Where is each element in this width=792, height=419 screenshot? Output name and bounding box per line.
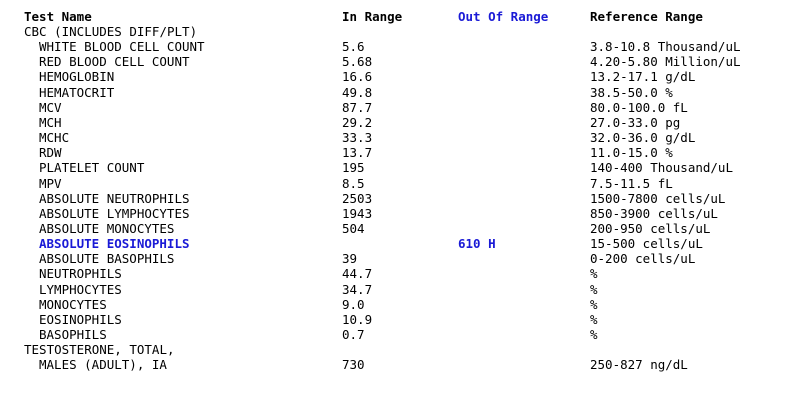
table-row: LYMPHOCYTES 34.7% xyxy=(0,282,792,297)
table-row: CBC (INCLUDES DIFF/PLT) xyxy=(0,24,792,39)
reference-range-value: 250-827 ng/dL xyxy=(590,357,688,373)
in-range-value: 10.9 xyxy=(342,311,373,327)
test-name: NEUTROPHILS xyxy=(39,266,122,282)
out-of-range-value: 610 H xyxy=(458,236,496,252)
test-name: ABSOLUTE BASOPHILS xyxy=(39,251,175,267)
in-range-value: 1943 xyxy=(342,205,373,221)
reference-range-value: 850-3900 cells/uL xyxy=(590,205,718,221)
reference-range-value: % xyxy=(590,296,598,312)
in-range-value: 16.6 xyxy=(342,69,373,85)
header-out-of-range: Out Of Range xyxy=(458,9,549,24)
test-name: MCV xyxy=(39,99,62,115)
table-row: RDW 13.7 11.0-15.0 % xyxy=(0,145,792,160)
test-name: CBC (INCLUDES DIFF/PLT) xyxy=(24,24,198,39)
test-name: HEMOGLOBIN xyxy=(39,69,115,85)
header-row: Test Name In Range Out Of Range Referenc… xyxy=(0,9,792,24)
test-name: MCH xyxy=(39,114,62,130)
header-test-name: Test Name xyxy=(24,9,92,24)
test-name: BASOPHILS xyxy=(39,327,107,342)
table-row: HEMATOCRIT 49.8 38.5-50.0 % xyxy=(0,85,792,100)
in-range-value: 8.5 xyxy=(342,175,365,191)
reference-range-value: % xyxy=(590,311,598,327)
reference-range-value: 140-400 Thousand/uL xyxy=(590,160,733,176)
in-range-value: 33.3 xyxy=(342,130,373,146)
reference-range-value: % xyxy=(590,327,598,342)
reference-range-value: 15-500 cells/uL xyxy=(590,236,703,252)
test-name: RDW xyxy=(39,145,62,161)
test-name: ABSOLUTE NEUTROPHILS xyxy=(39,190,190,206)
table-row: PLATELET COUNT 195 140-400 Thousand/uL xyxy=(0,160,792,175)
reference-range-value: 200-950 cells/uL xyxy=(590,220,711,236)
table-row: MCHC 33.3 32.0-36.0 g/dL xyxy=(0,130,792,145)
reference-range-value: 32.0-36.0 g/dL xyxy=(590,130,696,146)
in-range-value: 39 xyxy=(342,251,358,267)
test-name: PLATELET COUNT xyxy=(39,160,145,176)
test-name: ABSOLUTE LYMPHOCYTES xyxy=(39,205,190,221)
test-name: RED BLOOD CELL COUNT xyxy=(39,54,190,70)
in-range-value: 29.2 xyxy=(342,114,373,130)
table-row: MPV 8.5 7.5-11.5 fL xyxy=(0,176,792,191)
reference-range-value: 38.5-50.0 % xyxy=(590,84,673,100)
reference-range-value: 13.2-17.1 g/dL xyxy=(590,69,696,85)
in-range-value: 87.7 xyxy=(342,99,373,115)
test-name: HEMATOCRIT xyxy=(39,84,115,100)
reference-range-value: 80.0-100.0 fL xyxy=(590,99,688,115)
test-name: ABSOLUTE MONOCYTES xyxy=(39,220,175,236)
in-range-value: 5.68 xyxy=(342,54,373,70)
test-name: MONOCYTES xyxy=(39,296,107,312)
in-range-value: 730 xyxy=(342,357,365,373)
test-name: TESTOSTERONE, TOTAL, xyxy=(24,342,175,358)
in-range-value: 9.0 xyxy=(342,296,365,312)
in-range-value: 5.6 xyxy=(342,39,365,55)
in-range-value: 34.7 xyxy=(342,281,373,297)
in-range-value: 0.7 xyxy=(342,327,365,342)
test-name: MCHC xyxy=(39,130,70,146)
header-reference-range: Reference Range xyxy=(590,9,703,24)
test-name: EOSINOPHILS xyxy=(39,311,122,327)
in-range-value: 49.8 xyxy=(342,84,373,100)
header-in-range: In Range xyxy=(342,9,403,24)
table-row: ABSOLUTE MONOCYTES 504 200-950 cells/uL xyxy=(0,221,792,236)
test-name: LYMPHOCYTES xyxy=(39,281,122,297)
reference-range-value: 11.0-15.0 % xyxy=(590,145,673,161)
table-row: MONOCYTES 9.0% xyxy=(0,297,792,312)
table-row: RED BLOOD CELL COUNT 5.68 4.20-5.80 Millio… xyxy=(0,54,792,69)
table-row: ABSOLUTE LYMPHOCYTES 1943 850-3900 cells/u… xyxy=(0,206,792,221)
in-range-value: 195 xyxy=(342,160,365,176)
reference-range-value: % xyxy=(590,266,598,282)
test-name: MPV xyxy=(39,175,62,191)
table-row: NEUTROPHILS 44.7% xyxy=(0,266,792,281)
table-row: ABSOLUTE BASOPHILS 39 0-200 cells/uL xyxy=(0,251,792,266)
in-range-value: 504 xyxy=(342,220,365,236)
table-row: WHITE BLOOD CELL COUNT 5.6 3.8-10.8 Thousa… xyxy=(0,39,792,54)
table-row: HEMOGLOBIN 16.6 13.2-17.1 g/dL xyxy=(0,69,792,84)
table-row: TESTOSTERONE, TOTAL, xyxy=(0,342,792,357)
table-row: EOSINOPHILS 10.9% xyxy=(0,312,792,327)
reference-range-value: 1500-7800 cells/uL xyxy=(590,190,726,206)
in-range-value: 44.7 xyxy=(342,266,373,282)
table-row: MCV 87.7 80.0-100.0 fL xyxy=(0,100,792,115)
in-range-value: 13.7 xyxy=(342,145,373,161)
reference-range-value: 27.0-33.0 pg xyxy=(590,114,681,130)
table-row: ABSOLUTE NEUTROPHILS 2503 1500-7800 cells/… xyxy=(0,191,792,206)
test-name: WHITE BLOOD CELL COUNT xyxy=(39,39,205,55)
test-name: MALES (ADULT), IA xyxy=(39,357,167,373)
table-row: BASOPHILS 0.7% xyxy=(0,327,792,342)
reference-range-value: 7.5-11.5 fL xyxy=(590,175,673,191)
table-row: MCH 29.2 27.0-33.0 pg xyxy=(0,115,792,130)
reference-range-value: 0-200 cells/uL xyxy=(590,251,696,267)
in-range-value: 2503 xyxy=(342,190,373,206)
table-row: MALES (ADULT), IA 730 250-827 ng/dL xyxy=(0,357,792,372)
test-name: ABSOLUTE EOSINOPHILS xyxy=(39,236,190,252)
table-row-flagged: ABSOLUTE EOSINOPHILS 610 H 15-500 cells/uL xyxy=(0,236,792,251)
reference-range-value: % xyxy=(590,281,598,297)
reference-range-value: 4.20-5.80 Million/uL xyxy=(590,54,741,70)
reference-range-value: 3.8-10.8 Thousand/uL xyxy=(590,39,741,55)
